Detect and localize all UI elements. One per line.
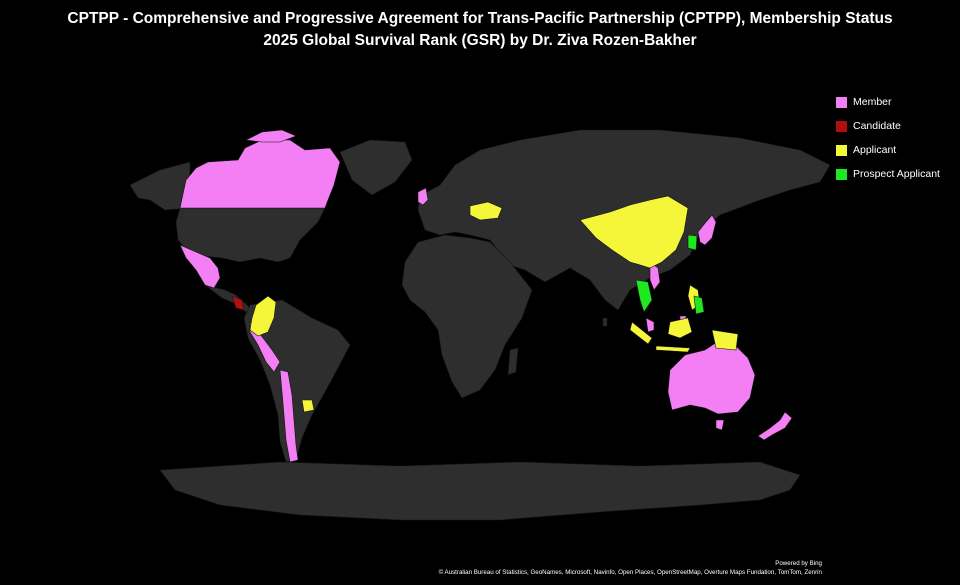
legend-item-member[interactable]: Member <box>836 90 940 114</box>
philippines-prospect <box>693 295 705 315</box>
ukraine <box>469 201 503 221</box>
title-line-2: 2025 Global Survival Rank (GSR) by Dr. Z… <box>263 32 697 49</box>
alaska <box>129 161 191 211</box>
south-korea <box>687 234 698 251</box>
powered-by-bing: Powered by Bing <box>775 560 822 567</box>
uruguay <box>301 399 315 413</box>
legend-item-prospect-applicant[interactable]: Prospect Applicant <box>836 162 940 186</box>
legend-item-candidate[interactable]: Candidate <box>836 114 940 138</box>
japan <box>697 214 717 246</box>
greenland <box>339 139 413 196</box>
legend-item-applicant[interactable]: Applicant <box>836 138 940 162</box>
legend-swatch-member <box>836 96 847 108</box>
antarctica <box>159 461 801 521</box>
map-attribution: Powered by Bing © Australian Bureau of S… <box>439 559 822 577</box>
legend-label-member: Member <box>853 96 892 108</box>
china <box>579 195 689 269</box>
indonesia-borneo <box>667 317 693 339</box>
canada-islands <box>244 129 297 143</box>
malaysia <box>645 317 655 333</box>
south-america <box>243 299 351 463</box>
costa-rica <box>231 295 245 311</box>
candidate-regions <box>231 295 245 311</box>
legend: Member Candidate Applicant Prospect Appl… <box>836 90 940 186</box>
thailand <box>635 279 653 313</box>
applicant-regions <box>249 195 739 413</box>
tasmania <box>715 419 725 431</box>
canada <box>179 139 341 209</box>
legend-swatch-candidate <box>836 120 847 132</box>
usa <box>175 207 326 263</box>
vietnam <box>649 261 661 291</box>
attribution-sources: © Australian Bureau of Statistics, GeoNa… <box>438 569 822 576</box>
africa <box>401 234 533 399</box>
australia <box>667 339 756 415</box>
legend-label-applicant: Applicant <box>853 144 897 156</box>
uk <box>417 187 429 206</box>
indonesia-java <box>655 345 691 353</box>
new-zealand <box>757 411 793 441</box>
colombia-ecuador <box>249 295 277 337</box>
legend-swatch-applicant <box>836 144 847 156</box>
member-regions <box>179 129 793 463</box>
legend-swatch-prospect-applicant <box>836 168 847 180</box>
sri-lanka <box>602 317 608 327</box>
madagascar <box>507 347 519 376</box>
prospect-regions <box>635 234 705 315</box>
legend-label-prospect-applicant: Prospect Applicant <box>853 168 940 180</box>
mexico <box>179 244 221 289</box>
central-america <box>204 284 253 313</box>
title-line-1: CPTPP - Comprehensive and Progressive Ag… <box>67 10 893 27</box>
map-title: CPTPP - Comprehensive and Progressive Ag… <box>0 8 960 52</box>
chile <box>279 369 299 463</box>
indonesia-sumatra <box>629 321 653 345</box>
indonesia-papua <box>711 329 739 351</box>
legend-label-candidate: Candidate <box>853 120 901 132</box>
